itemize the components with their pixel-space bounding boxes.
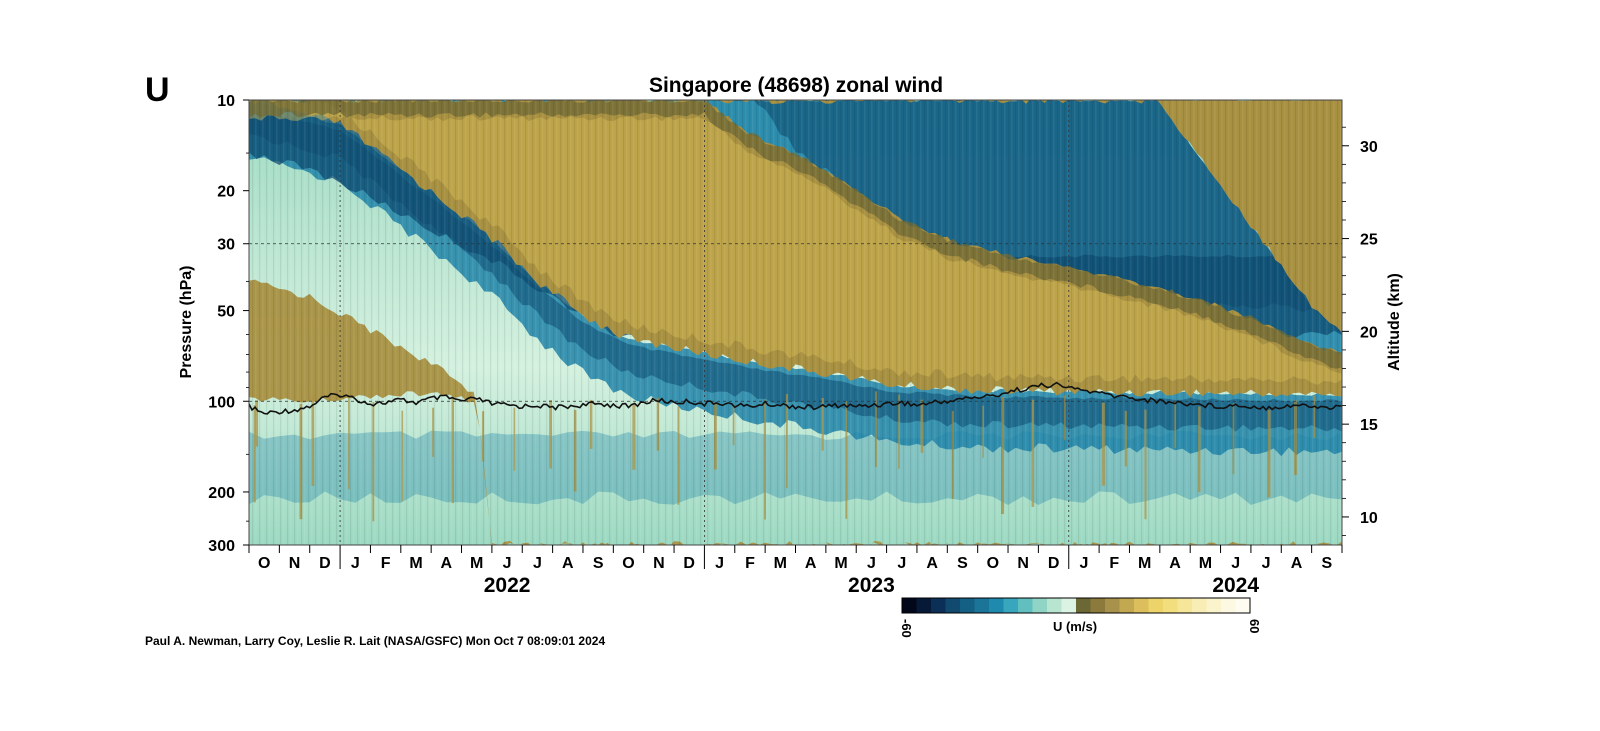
month-tick-label: N [1017, 555, 1029, 572]
colorbar-swatch [1221, 598, 1236, 613]
tropopause-line [249, 381, 1342, 415]
altitude-tick-label: 25 [1360, 232, 1378, 249]
month-tick-label: J [503, 555, 512, 572]
colorbar-swatch [1018, 598, 1033, 613]
month-tick-label: F [381, 555, 391, 572]
colorbar [901, 597, 1251, 614]
pressure-tick-label: 10 [217, 93, 235, 110]
colorbar-border [901, 597, 1251, 614]
month-tick-label: J [533, 555, 542, 572]
colorbar-min-label: -60 [899, 619, 914, 638]
pressure-tick-label: 30 [217, 237, 235, 254]
month-tick-label: M [774, 555, 787, 572]
chart-title: Singapore (48698) zonal wind [649, 74, 943, 97]
colorbar-swatch [1177, 598, 1193, 613]
colorbar-max-label: 60 [1247, 619, 1262, 633]
colorbar-swatch [989, 598, 1004, 613]
altitude-tick-label: 30 [1360, 139, 1378, 156]
month-tick-label: J [715, 555, 724, 572]
month-tick-label: D [1048, 555, 1060, 572]
colorbar-swatch [974, 598, 990, 613]
colorbar-swatch [1134, 598, 1149, 613]
month-tick-label: A [1169, 555, 1181, 572]
colorbar-swatch [1076, 598, 1091, 613]
month-tick-label: A [441, 555, 453, 572]
colorbar-label: U (m/s) [1053, 619, 1097, 634]
colorbar-swatch [960, 598, 975, 613]
month-tick-label: O [622, 555, 634, 572]
month-tick-label: J [351, 555, 360, 572]
altitude-tick-label: 15 [1360, 417, 1378, 434]
pressure-tick-label: 300 [208, 538, 235, 555]
month-tick-label: J [1079, 555, 1088, 572]
colorbar-swatch [931, 598, 946, 613]
month-tick-label: M [409, 555, 422, 572]
colorbar-swatch [1206, 598, 1222, 613]
credit-text: Paul A. Newman, Larry Coy, Leslie R. Lai… [145, 634, 605, 648]
month-tick-label: F [1109, 555, 1119, 572]
colorbar-swatch [1148, 598, 1164, 613]
month-tick-label: A [1291, 555, 1303, 572]
month-tick-label: J [1231, 555, 1240, 572]
month-tick-label: J [867, 555, 876, 572]
month-tick-label: N [289, 555, 301, 572]
month-tick-label: M [470, 555, 483, 572]
year-label: 2023 [848, 574, 895, 597]
year-label: 2024 [1212, 574, 1259, 597]
colorbar-swatch [1119, 598, 1135, 613]
colorbar-swatch [902, 598, 917, 613]
month-tick-label: M [834, 555, 847, 572]
colorbar-swatch [1061, 598, 1077, 613]
month-tick-label: F [745, 555, 755, 572]
pressure-tick-label: 50 [217, 304, 235, 321]
month-tick-label: M [1138, 555, 1151, 572]
panel-letter: U [145, 71, 170, 109]
month-tick-label: J [897, 555, 906, 572]
month-tick-label: S [593, 555, 604, 572]
altitude-tick-label: 20 [1360, 324, 1378, 341]
texture-overlay [249, 100, 1342, 545]
altitude-tick-label: 10 [1360, 510, 1378, 527]
colorbar-swatch [1105, 598, 1120, 613]
colorbar-swatch [1090, 598, 1106, 613]
month-tick-label: A [805, 555, 817, 572]
month-tick-label: S [1321, 555, 1332, 572]
year-label: 2022 [484, 574, 531, 597]
month-tick-label: J [1262, 555, 1271, 572]
colorbar-swatch [1163, 598, 1178, 613]
month-tick-label: M [1199, 555, 1212, 572]
y-axis-right-label: Altitude (km) [1386, 273, 1403, 371]
colorbar-swatch [916, 598, 932, 613]
month-tick-label: O [258, 555, 270, 572]
pressure-tick-label: 200 [208, 485, 235, 502]
colorbar-swatch [1003, 598, 1019, 613]
colorbar-swatch [1047, 598, 1062, 613]
month-tick-label: A [562, 555, 574, 572]
month-tick-label: N [653, 555, 665, 572]
month-tick-label: D [683, 555, 695, 572]
y-axis-left-label: Pressure (hPa) [178, 266, 195, 379]
colorbar-swatch [945, 598, 961, 613]
colorbar-swatch [1032, 598, 1048, 613]
month-tick-label: A [926, 555, 938, 572]
colorbar-swatch [1235, 598, 1251, 613]
colorbar-swatch [1192, 598, 1207, 613]
pressure-tick-label: 20 [217, 184, 235, 201]
month-tick-label: D [319, 555, 331, 572]
pressure-tick-label: 100 [208, 394, 235, 411]
month-tick-label: S [957, 555, 968, 572]
plot-area [249, 100, 1342, 545]
month-tick-label: O [987, 555, 999, 572]
